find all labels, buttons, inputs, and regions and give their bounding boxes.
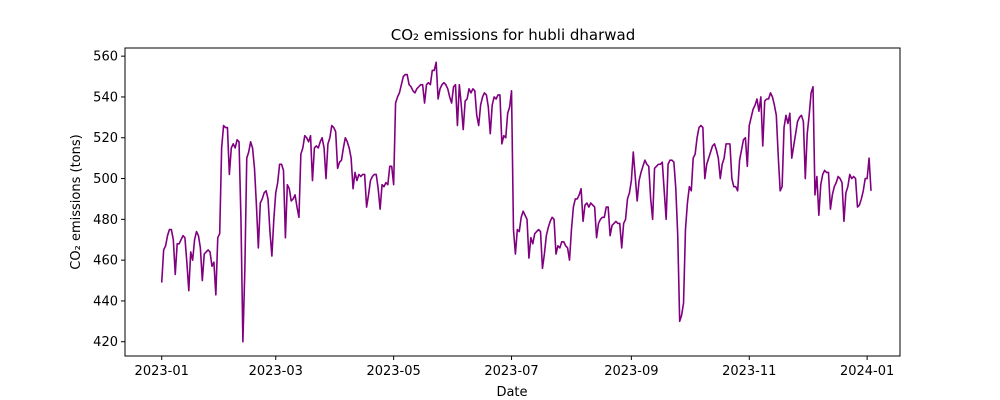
x-tick-label: 2024-01 bbox=[840, 364, 894, 379]
y-axis-label: CO₂ emissions (tons) bbox=[69, 134, 84, 269]
x-axis: 2023-01 2023-03 2023-05 2023-07 2023-09 2023-… bbox=[135, 356, 894, 379]
y-tick-label: 420 bbox=[93, 335, 118, 350]
x-tick-label: 2023-11 bbox=[722, 364, 776, 379]
x-axis-label: Date bbox=[496, 385, 527, 400]
axes-frame bbox=[124, 47, 901, 357]
y-tick-label: 560 bbox=[93, 50, 118, 65]
x-tick-label: 2023-07 bbox=[484, 364, 538, 379]
y-tick-label: 460 bbox=[93, 254, 118, 269]
x-tick-label: 2023-01 bbox=[135, 364, 189, 379]
x-tick-label: 2023-05 bbox=[366, 364, 420, 379]
y-tick-label: 540 bbox=[93, 90, 118, 105]
x-tick-label: 2023-09 bbox=[604, 364, 658, 379]
y-tick-label: 520 bbox=[93, 131, 118, 146]
series-line-0 bbox=[160, 61, 872, 343]
plot-area bbox=[160, 61, 872, 343]
y-tick-label: 500 bbox=[93, 172, 118, 187]
x-tick-label: 2023-03 bbox=[249, 364, 303, 379]
chart-title: CO₂ emissions for hubli dharwad bbox=[391, 26, 636, 44]
y-tick-label: 440 bbox=[93, 294, 118, 309]
y-tick-label: 480 bbox=[93, 213, 118, 228]
y-axis: 420 440 460 480 500 520 540 560 bbox=[93, 50, 125, 350]
